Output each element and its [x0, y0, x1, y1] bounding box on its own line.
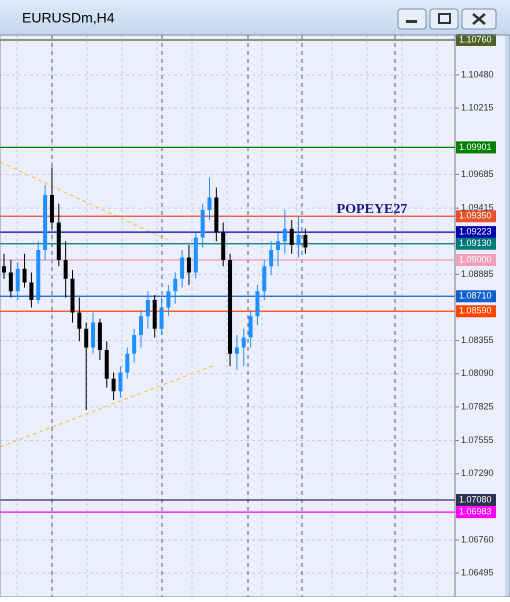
level-label: 1.09223: [459, 227, 492, 237]
annotation: POPEYE27: [337, 202, 408, 217]
candle-body: [207, 197, 212, 210]
minimize-button[interactable]: [397, 8, 427, 30]
trend-line: [0, 161, 173, 243]
y-tick-label: 1.07825: [461, 401, 494, 411]
level-label: 1.09350: [459, 211, 492, 221]
close-icon: [472, 13, 486, 25]
level-label-bg: [456, 494, 496, 506]
level-label: 1.09000: [459, 254, 492, 264]
candle-body: [15, 268, 20, 292]
level-label-bg: [456, 254, 496, 266]
candle-body: [145, 300, 150, 317]
candle-body: [104, 350, 109, 379]
candle-body: [303, 235, 308, 248]
y-tick-label: 1.08090: [461, 368, 494, 378]
candle-body: [70, 278, 75, 313]
vertical-grid: [0, 35, 455, 597]
candle-body: [139, 316, 143, 335]
candle-body: [214, 197, 219, 233]
candle-body: [262, 266, 267, 292]
candle-body: [200, 210, 205, 238]
maximize-button[interactable]: [429, 8, 459, 30]
maximize-icon: [438, 13, 451, 24]
y-tick-label: 1.08355: [461, 335, 494, 345]
candle-body: [276, 241, 280, 250]
candle-body: [49, 195, 54, 223]
candle-body: [186, 257, 191, 273]
candle-body: [118, 372, 123, 392]
candle-body: [180, 257, 185, 279]
level-label: 1.06983: [459, 507, 492, 517]
y-tick-label: 1.08885: [461, 269, 494, 279]
candle-body: [36, 250, 41, 300]
candle-body: [296, 235, 301, 245]
candle-body: [77, 312, 82, 329]
candles: [2, 167, 308, 410]
candle-body: [2, 266, 6, 273]
y-tick-label: 1.10215: [461, 103, 494, 113]
candle-body: [63, 260, 68, 279]
candle-body: [8, 272, 13, 292]
y-tick-label: 1.09415: [461, 203, 494, 213]
y-tick-label: 1.07290: [461, 468, 494, 478]
candle-body: [56, 222, 61, 260]
candle-body: [234, 347, 239, 354]
candle-body: [132, 335, 137, 354]
level-label: 1.10760: [459, 34, 492, 44]
y-tick-label: 1.07555: [461, 435, 494, 445]
candle-body: [166, 291, 171, 308]
trend-line: [0, 364, 216, 448]
level-label-bg: [456, 506, 496, 519]
y-tick-label: 1.06495: [461, 568, 494, 578]
candle-body: [91, 322, 96, 348]
candle-body: [125, 353, 130, 373]
candle-body: [159, 307, 164, 329]
candle-body: [97, 322, 102, 350]
candle-body: [111, 378, 116, 392]
window-buttons[interactable]: [397, 8, 497, 30]
candle-body: [29, 282, 34, 300]
level-label-bg: [456, 237, 496, 250]
candle-body: [193, 237, 198, 273]
level-label-bg: [456, 226, 496, 239]
candle-body: [173, 278, 178, 292]
candle-body: [22, 268, 27, 283]
level-label: 1.09901: [459, 142, 492, 152]
candle-body: [84, 328, 89, 348]
candle-body: [228, 260, 233, 354]
y-tick-label: 1.06760: [461, 534, 494, 544]
candle-body: [289, 228, 294, 245]
level-label: 1.08710: [459, 291, 492, 301]
window-title: EURUSDm,H4: [22, 10, 115, 26]
y-tick-label: 1.10480: [461, 69, 494, 79]
level-label-bg: [456, 141, 496, 154]
level-label: 1.07080: [459, 494, 492, 504]
candle-body: [255, 291, 260, 317]
y-tick-label: 1.09685: [461, 169, 494, 179]
level-label-bg: [456, 290, 496, 303]
level-label-bg: [456, 34, 496, 46]
candle-body: [241, 337, 246, 348]
level-label-bg: [456, 305, 496, 318]
candle-body: [282, 228, 287, 242]
minimize-icon: [406, 20, 417, 23]
candle-body: [43, 195, 48, 250]
candle-body: [248, 316, 253, 338]
level-label: 1.08590: [459, 306, 492, 316]
candle-body: [152, 300, 157, 329]
candle-body: [221, 232, 226, 260]
level-label: 1.09130: [459, 238, 492, 248]
candle-body: [269, 250, 274, 267]
level-label-bg: [456, 210, 496, 223]
